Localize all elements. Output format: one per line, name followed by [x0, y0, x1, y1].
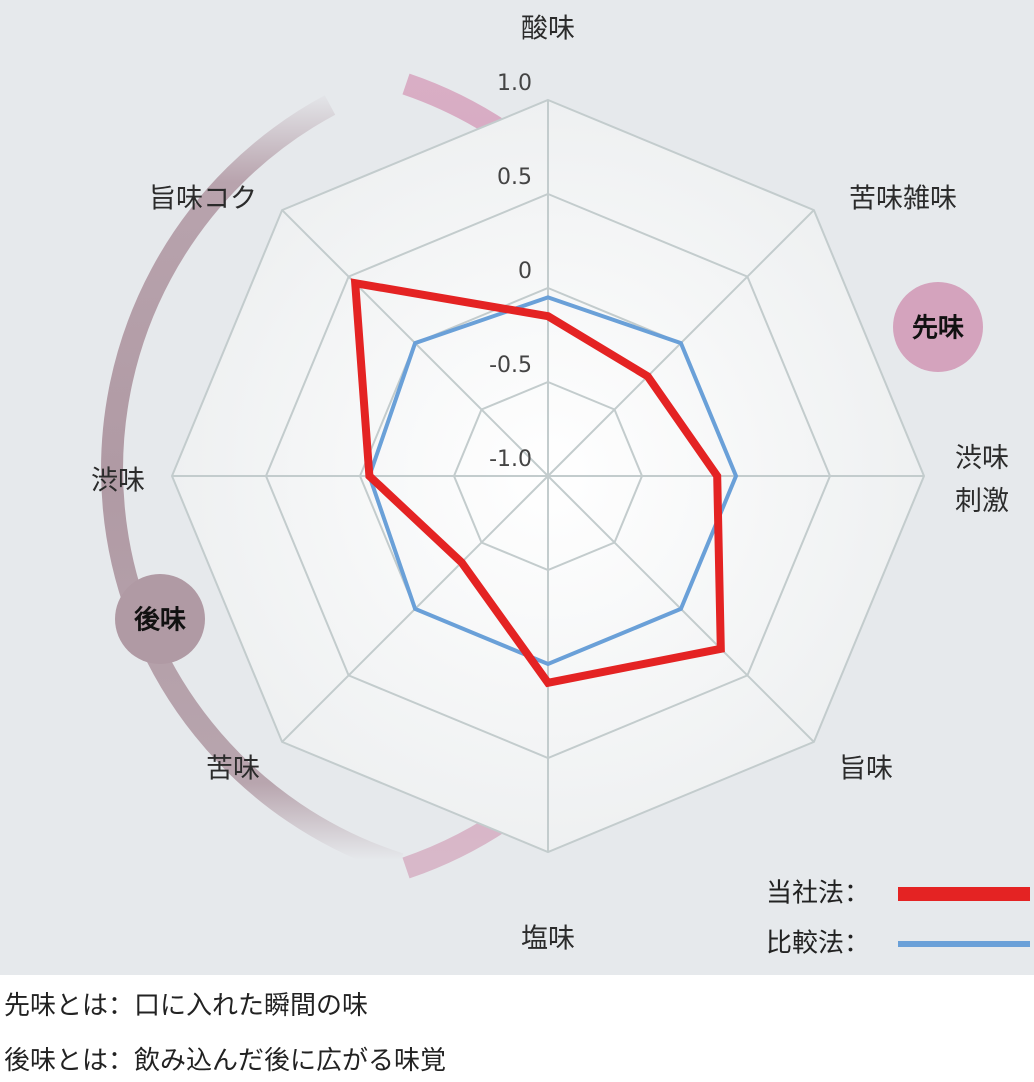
axis-label: 渋味: [91, 466, 145, 497]
legend-label: 当社法：: [766, 879, 870, 909]
after-taste-badge-label: 後味: [134, 605, 186, 636]
axis-label: 塩味: [521, 924, 575, 955]
note-front: 先味とは：口に入れた瞬間の味: [4, 991, 369, 1021]
tick-label: -1.0: [489, 447, 532, 472]
axis-label-shibumi-shigeki-1: 渋味: [955, 443, 1009, 474]
tick-label: 0.5: [497, 165, 532, 190]
front-taste-badge-label: 先味: [912, 314, 964, 344]
radar-chart: 酸味苦味雑味渋味刺激旨味塩味 苦味 渋味 旨味コク 1.0 0.5 0 -0.5 -1.0 先味…: [0, 0, 1034, 975]
axis-label: 酸味: [521, 14, 575, 45]
after-taste-badge: [115, 574, 205, 664]
tick-label: 0: [518, 259, 532, 284]
axis-label: 苦味雑味: [849, 184, 957, 215]
tick-label: 1.0: [497, 71, 532, 96]
series-line-ours: [350, 278, 725, 688]
series-line-comparison: [367, 295, 739, 667]
axis-label-shibumi-shigeki-2: 刺激: [955, 486, 1009, 517]
note-after: 後味とは：飲み込んだ後に広がる味覚: [4, 1046, 447, 1076]
axis-label: 苦味: [206, 754, 260, 785]
tick-label: -0.5: [489, 353, 532, 378]
front-taste-badge: [893, 282, 983, 372]
axis-label: 旨味: [839, 754, 893, 785]
axis-label: 旨味コク: [149, 184, 257, 215]
legend-label: 比較法：: [766, 929, 870, 959]
after-taste-ring: [101, 95, 404, 875]
